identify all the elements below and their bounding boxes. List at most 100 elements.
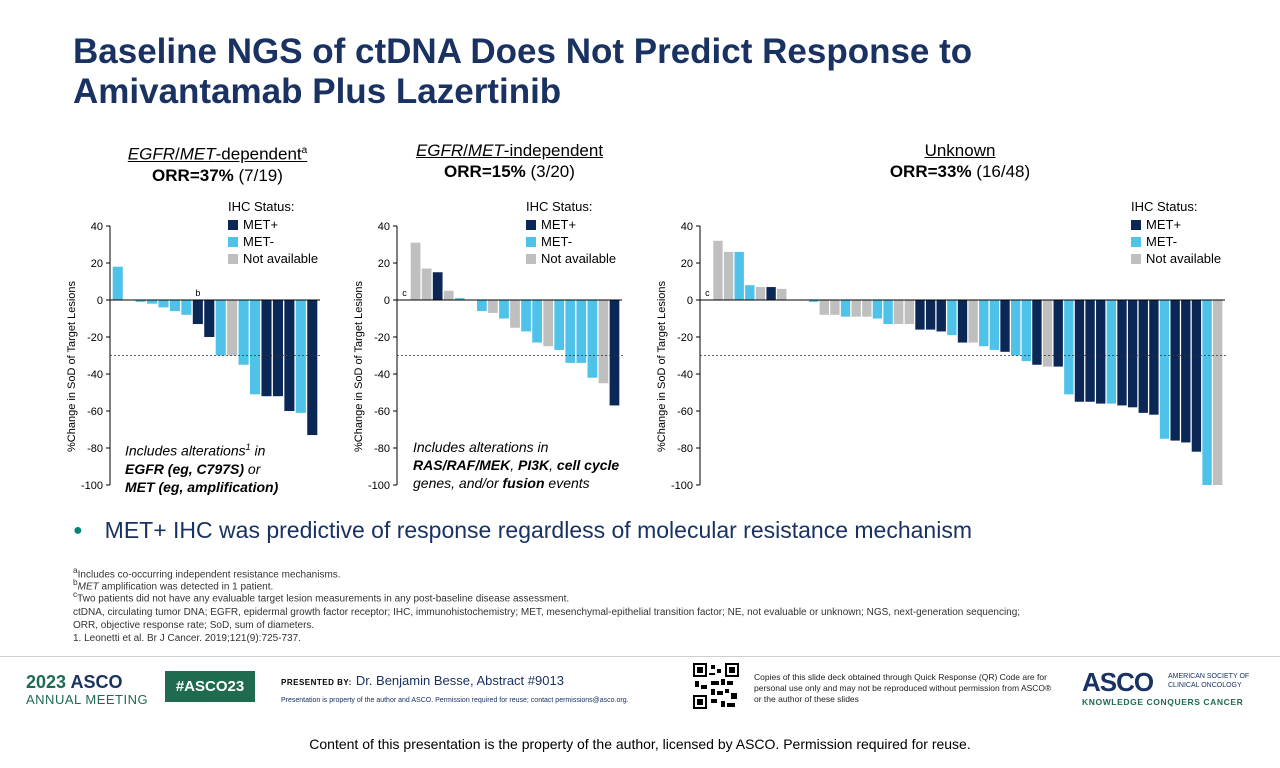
qr-code-icon[interactable]: [693, 663, 739, 709]
chart-title: Unknown ORR=33% (16/48): [840, 140, 1080, 182]
y-tick-label: -40: [87, 369, 103, 381]
chart-egfr-met-dependent: EGFR/MET-dependenta ORR=37% (7/19) 40 20 0…: [60, 140, 345, 500]
legend-label: Not available: [243, 251, 319, 266]
orr-label: ORR=37%: [152, 165, 234, 185]
chart-unknown: Unknown ORR=33% (16/48) 40 20 0 -20 -40 -60 -8…: [650, 140, 1240, 500]
title-rest: Unknown: [924, 141, 996, 160]
legend-item-na: Not available: [1131, 250, 1221, 267]
bar: [1202, 300, 1212, 485]
footnote-sup: b: [73, 577, 78, 587]
legend-heading: IHC Status:: [228, 199, 295, 214]
legend-item-met-neg: MET-: [526, 233, 616, 250]
bar: [181, 300, 192, 315]
bar: [1138, 300, 1148, 413]
bar: [1042, 300, 1053, 367]
legend-swatch: [228, 219, 238, 230]
bar: [238, 300, 249, 365]
bar: [1032, 300, 1042, 365]
bar: [1010, 300, 1021, 356]
note-text: ,: [510, 457, 519, 473]
property-notice: Presentation is property of the author a…: [281, 697, 629, 704]
legend-swatch: [526, 219, 536, 230]
bar: [1053, 300, 1063, 367]
bar-chart-svg: 40 20 0 -20 -40 -60 -80 -100 c: [671, 221, 1227, 492]
footnote-text: Includes co-occurring independent resist…: [77, 569, 341, 581]
y-tick-label: 40: [91, 221, 103, 233]
note-text: ,: [549, 457, 557, 473]
y-tick-label: -40: [677, 369, 693, 381]
bar: [777, 288, 787, 300]
note-text: events: [544, 475, 590, 491]
bar: [808, 300, 819, 302]
title-rest: -independent: [503, 141, 604, 160]
bar: [192, 300, 203, 325]
key-takeaway: ● MET+ IHC was predictive of response reg…: [73, 517, 972, 544]
bar: [169, 300, 180, 312]
title-egfr: EGFR: [415, 141, 464, 160]
presenter-info: PRESENTED BY: Dr. Benjamin Besse, Abstrac…: [281, 672, 629, 704]
bar: [609, 300, 620, 406]
bar: [1127, 300, 1138, 408]
legend-label: MET-: [541, 234, 573, 249]
bar: [915, 300, 925, 330]
bar-chart-svg: 40 20 0 -20 -40 -60 -80 -100 b: [81, 221, 322, 492]
presented-by-label: PRESENTED BY:: [281, 678, 352, 687]
note-bold: EGFR (eg, C797S): [125, 460, 245, 477]
bar: [477, 300, 487, 312]
y-tick-label: 0: [384, 295, 390, 307]
bar: [510, 300, 520, 328]
legend-label: Not available: [1146, 251, 1222, 266]
y-axis-label: %Change in SoD of Target Lesions: [656, 280, 668, 452]
bar-annotation: b: [195, 288, 200, 298]
bar: [521, 300, 531, 332]
bar: [819, 300, 829, 315]
chart-egfr-met-independent: EGFR/MET-independent ORR=15% (3/20) 40 20…: [347, 140, 637, 500]
y-tick-label: -80: [87, 443, 103, 455]
footnote-italic: MET: [77, 581, 99, 593]
y-tick-label: -40: [374, 369, 390, 381]
bar: [894, 300, 904, 325]
bar: [272, 300, 283, 397]
chart-title: EGFR/MET-independent ORR=15% (3/20): [387, 140, 632, 182]
reference: 1. Leonetti et al. Br J Cancer. 2019;121…: [73, 633, 301, 644]
legend: IHC Status: MET+ MET- Not available: [228, 198, 318, 267]
orr-label: ORR=15%: [444, 162, 526, 181]
bar: [904, 300, 915, 325]
note-bold: RAS/RAF/MEK: [413, 457, 511, 473]
legend-swatch: [1131, 236, 1141, 247]
y-tick-label: 20: [681, 258, 693, 270]
abbreviations-1: ctDNA, circulating tumor DNA; EGFR, epid…: [73, 607, 1021, 618]
bar: [713, 240, 723, 300]
slide-title: Baseline NGS of ctDNA Does Not Predict R…: [73, 32, 973, 111]
bar: [204, 300, 215, 337]
legend-heading: IHC Status:: [1131, 199, 1198, 214]
note-bold: MET (eg, amplification): [125, 478, 279, 495]
bar-annotation: c: [705, 288, 710, 298]
bar: [215, 300, 226, 356]
bar: [734, 251, 744, 300]
bar: [488, 300, 498, 313]
bar: [598, 300, 609, 384]
y-tick-label: 0: [97, 295, 103, 307]
y-tick-label: 40: [378, 221, 390, 233]
bar: [295, 300, 306, 413]
bar: [872, 300, 883, 319]
title-sup: a: [301, 145, 308, 156]
note-text: in: [250, 442, 266, 459]
bar: [227, 300, 238, 356]
bar-chart-svg: 40 20 0 -20 -40 -60 -80 -100 c: [368, 221, 624, 492]
legend-swatch: [228, 236, 238, 247]
legend-item-met-pos: MET+: [526, 216, 616, 233]
bar: [979, 300, 989, 347]
title-sep: /: [175, 144, 180, 164]
bar: [1096, 300, 1106, 404]
bar: [261, 300, 272, 397]
bar: [284, 300, 295, 411]
bar: [1149, 300, 1159, 415]
legend-label: MET+: [1146, 217, 1182, 232]
chart-note: Includes alterations1 in EGFR (eg, C797S…: [125, 438, 325, 496]
note-bold: PI3K: [518, 457, 550, 473]
y-tick-label: 0: [687, 295, 693, 307]
bar: [745, 285, 755, 300]
legend-swatch: [526, 236, 536, 247]
